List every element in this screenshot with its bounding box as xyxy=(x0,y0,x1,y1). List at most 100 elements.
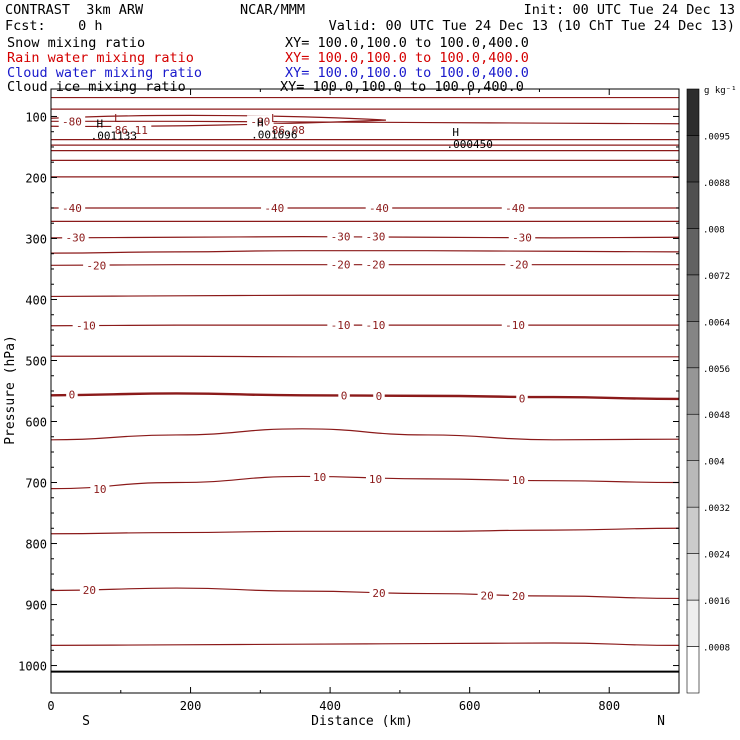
colorbar-tick-label: .0016 xyxy=(703,597,730,607)
low-marker: L xyxy=(114,112,121,125)
isotherm-contours xyxy=(50,96,680,647)
contour-label: 10 xyxy=(369,473,382,486)
contour-label: -80 xyxy=(250,115,270,128)
title-left: CONTRAST 3km ARW xyxy=(5,2,144,18)
field-xy-cloudwater: XY= 100.0,100.0 to 100.0,400.0 xyxy=(285,65,529,81)
axes: 0 200 400 600 800100200300400500600700800900… xyxy=(18,88,680,713)
contour-label-bg xyxy=(477,589,497,602)
isotherm-line xyxy=(50,475,680,490)
isotherm-line xyxy=(50,587,680,600)
colorbar-segment xyxy=(686,413,700,461)
contour-label-bg xyxy=(310,471,330,484)
contour-label-bg xyxy=(261,201,288,214)
contour-label-bg xyxy=(365,472,385,485)
colorbar-segment xyxy=(686,228,700,276)
contour-label-bg xyxy=(90,483,110,496)
plot-frame xyxy=(50,88,680,694)
field-label-snow: Snow mixing ratio xyxy=(7,35,146,51)
contour-label-bg xyxy=(83,259,110,272)
y-tick-label: 100 xyxy=(25,110,47,124)
contour-label: -20 xyxy=(366,259,386,272)
contour-label-bg xyxy=(327,319,354,332)
colorbar-segment xyxy=(686,367,700,415)
high-value: .001133 xyxy=(91,129,137,142)
isotherm-line xyxy=(50,114,386,128)
y-tick-label: 1000 xyxy=(18,660,47,674)
contour-label: -10 xyxy=(505,319,525,332)
colorbar: .0008 .0016 .0024 .0032 .004 .0048 .0056 .0064.… xyxy=(686,88,730,694)
y-tick-label: 600 xyxy=(25,416,47,430)
colorbar-tick-label: .0095 xyxy=(703,132,730,142)
y-axis-label: Pressure (hPa) xyxy=(3,335,18,445)
field-label-cloudwater: Cloud water mixing ratio xyxy=(7,65,203,81)
colorbar-segment xyxy=(686,135,700,183)
high-marker: H xyxy=(452,126,459,139)
contour-label: -20 xyxy=(509,259,529,272)
contour-label-bg xyxy=(369,586,389,599)
colorbar-unit: g kg⁻¹ xyxy=(704,86,737,96)
contour-label-bg xyxy=(501,319,529,332)
contour-labels: -80 -80 -40 -40 -40 -40 -30 -30 -30 -30 -20 -20 -20 -… xyxy=(58,115,536,603)
field-xy-snow: XY= 100.0,100.0 to 100.0,400.0 xyxy=(285,35,529,51)
y-tick-label: 200 xyxy=(25,171,47,185)
colorbar-segment xyxy=(686,599,700,647)
colorbar-segment xyxy=(686,274,700,322)
isotherm-line xyxy=(50,250,680,254)
x-tick-label: 400 xyxy=(319,699,341,713)
contour-label-bg xyxy=(58,201,86,214)
colorbar-segment xyxy=(686,88,700,136)
contour-label: 0 xyxy=(69,389,76,402)
colorbar-segment xyxy=(686,321,700,369)
contour-label-bg xyxy=(505,258,532,271)
colorbar-tick-label: .0048 xyxy=(703,411,730,421)
contour-label-bg xyxy=(58,115,86,128)
x-tick-label: 800 xyxy=(598,699,620,713)
isotherm-line xyxy=(50,294,679,298)
contour-label: 0 xyxy=(341,389,348,402)
low-value: 86.08 xyxy=(272,124,305,137)
isotherm-line xyxy=(51,355,679,358)
contour-label-bg xyxy=(509,589,529,602)
field-label-rain: Rain water mixing ratio xyxy=(7,50,194,66)
contour-label: 20 xyxy=(372,587,385,600)
y-tick-label: 900 xyxy=(25,599,47,613)
low-marker: L xyxy=(271,112,278,125)
contour-label: 10 xyxy=(93,483,106,496)
contour-label: 20 xyxy=(83,584,96,597)
colorbar-tick-label: .008 xyxy=(703,225,725,235)
colorbar-segment xyxy=(686,553,700,601)
colorbar-tick-label: .0008 xyxy=(703,644,730,654)
high-marker: H xyxy=(257,117,264,130)
field-xy-cloudice: XY= 100.0,100.0 to 100.0,400.0 xyxy=(280,79,524,95)
isotherm-line xyxy=(50,642,680,647)
contour-label-bg xyxy=(79,583,99,596)
contour-label: 0 xyxy=(376,390,383,403)
contour-label: -20 xyxy=(86,259,106,272)
field-label-cloudice: Cloud ice mixing ratio xyxy=(7,79,186,95)
colorbar-segment xyxy=(686,506,700,554)
contour-label: -40 xyxy=(369,202,389,215)
y-tick-label: 300 xyxy=(25,232,47,246)
contour-label: -20 xyxy=(331,259,351,272)
title-center: NCAR/MMM xyxy=(240,2,306,18)
contour-label: 20 xyxy=(512,590,525,603)
contour-label: 20 xyxy=(480,589,493,602)
high-value: .000450 xyxy=(447,138,493,151)
contour-label-bg xyxy=(327,230,354,243)
contour-label: -30 xyxy=(366,231,386,244)
contour-label-bg xyxy=(62,231,89,244)
isotherm-line xyxy=(50,527,680,535)
contour-label: -80 xyxy=(62,115,82,128)
contour-label-bg xyxy=(72,319,100,332)
y-tick-label: 500 xyxy=(25,354,47,368)
y-tick-label: 800 xyxy=(25,538,47,552)
contour-label: -10 xyxy=(331,319,351,332)
contour-label-bg xyxy=(66,388,78,401)
colorbar-tick-label: .0024 xyxy=(703,551,730,561)
colorbar-tick-label: .0072 xyxy=(703,272,730,282)
contour-label-bg xyxy=(508,231,536,244)
contour-label-bg xyxy=(373,389,385,402)
high-value: .001096 xyxy=(251,129,297,142)
colorbar-tick-label: .0056 xyxy=(703,365,730,375)
